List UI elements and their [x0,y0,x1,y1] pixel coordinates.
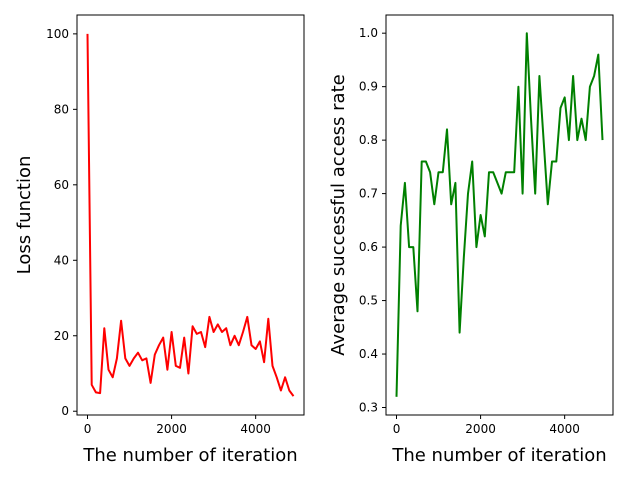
x-axis-label: The number of iteration [82,445,297,466]
y-axis-label: Loss function [14,156,35,275]
y-tick-label: 20 [54,329,69,343]
plot-frame [76,14,305,416]
loss-chart: 0 2000 4000 0 20 40 60 80 100 The number of itera… [14,14,305,466]
y-tick-label: 0 [61,404,69,418]
x-tick-label: 4000 [240,422,271,436]
x-tick-label: 0 [84,422,92,436]
series-line-1-0 [395,32,604,397]
y-tick-label: 0.7 [359,187,378,201]
y-axis-label: Average successful access rate [328,74,349,355]
x-tick-label: 2000 [465,422,496,436]
y-tick-label: 80 [54,102,69,116]
y-tick-label: 0.3 [359,401,378,415]
y-tick-label: 0.4 [359,347,378,361]
x-axis-label: The number of iteration [391,445,606,466]
series-line-0-0 [86,33,295,397]
x-tick-label: 2000 [156,422,187,436]
y-tick-label: 40 [54,253,69,267]
y-tick-label: 100 [46,27,69,41]
y-tick-label: 0.5 [359,294,378,308]
x-tick-label: 4000 [549,422,580,436]
y-tick-label: 1.0 [359,26,378,40]
x-tick-label: 0 [393,422,401,436]
access-rate-chart: 0 2000 4000 0.3 0.4 0.5 0.6 0.7 0.8 0.9 1.0 The num… [328,14,614,466]
y-tick-label: 0.8 [359,133,378,147]
plot-frame [385,14,614,416]
y-tick-label: 0.6 [359,240,378,254]
y-tick-label: 60 [54,178,69,192]
y-tick-label: 0.9 [359,80,378,94]
